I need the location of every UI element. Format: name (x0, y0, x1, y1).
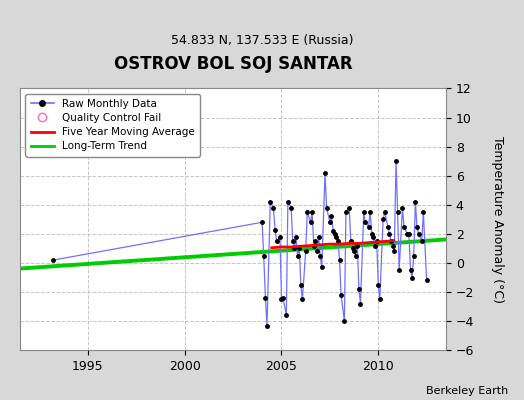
Y-axis label: Temperature Anomaly (°C): Temperature Anomaly (°C) (491, 136, 504, 303)
Text: 54.833 N, 137.533 E (Russia): 54.833 N, 137.533 E (Russia) (171, 34, 353, 47)
Text: Berkeley Earth: Berkeley Earth (426, 386, 508, 396)
Legend: Raw Monthly Data, Quality Control Fail, Five Year Moving Average, Long-Term Tren: Raw Monthly Data, Quality Control Fail, … (26, 94, 200, 156)
Title: OSTROV BOL SOJ SANTAR: OSTROV BOL SOJ SANTAR (114, 55, 353, 73)
